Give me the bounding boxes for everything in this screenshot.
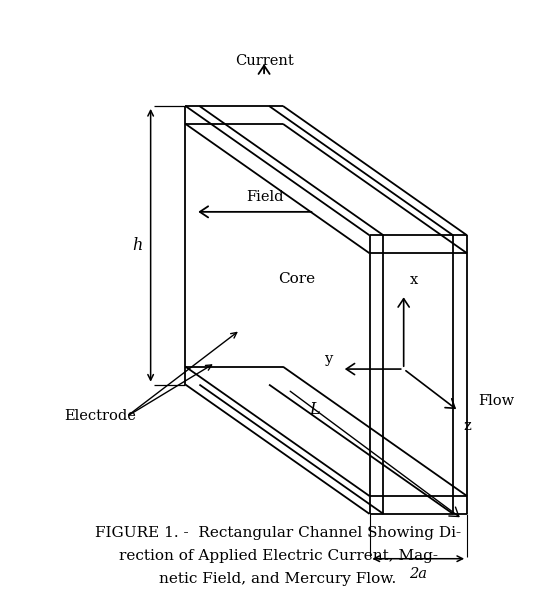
Text: Current: Current	[234, 54, 294, 68]
Text: FIGURE 1. -  Rectangular Channel Showing Di-: FIGURE 1. - Rectangular Channel Showing …	[95, 526, 461, 540]
Text: 2a: 2a	[409, 567, 427, 581]
Text: netic Field, and Mercury Flow.: netic Field, and Mercury Flow.	[159, 572, 397, 586]
Text: Field: Field	[246, 190, 284, 204]
Text: z: z	[463, 419, 471, 433]
Text: Electrode: Electrode	[64, 410, 136, 424]
Text: x: x	[409, 273, 418, 287]
Text: rection of Applied Electric Current, Mag-: rection of Applied Electric Current, Mag…	[119, 549, 437, 563]
Text: Core: Core	[278, 272, 315, 286]
Text: y: y	[324, 352, 332, 366]
Text: h: h	[133, 237, 143, 253]
Text: Flow: Flow	[478, 394, 515, 408]
Text: L: L	[309, 401, 320, 418]
